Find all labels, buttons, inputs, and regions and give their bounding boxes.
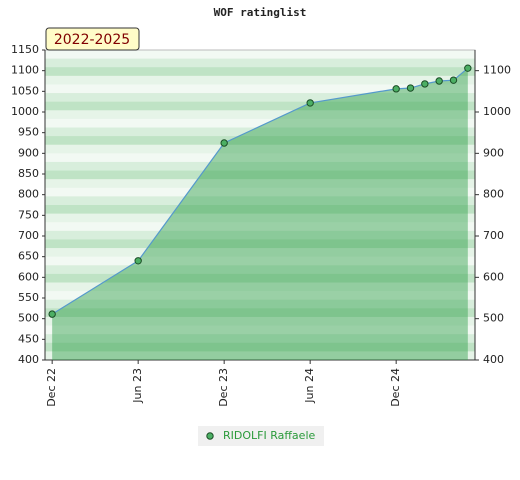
background-band bbox=[45, 118, 475, 128]
background-band bbox=[45, 179, 475, 189]
badge: 2022-2025 bbox=[54, 32, 130, 48]
y-tick-label: 650 bbox=[18, 250, 39, 263]
y-tick-label: 500 bbox=[18, 312, 39, 325]
chart-title: WOF ratinglist bbox=[214, 6, 307, 19]
background-band bbox=[45, 299, 475, 309]
point bbox=[392, 85, 400, 93]
x-tick-label: Jun 24 bbox=[303, 368, 316, 404]
background-band bbox=[45, 136, 475, 146]
y-tick-label: 900 bbox=[18, 146, 39, 159]
background-band bbox=[45, 153, 475, 163]
background-band bbox=[45, 50, 475, 60]
y-tick-label: 850 bbox=[18, 167, 39, 180]
y-tick-label: 1100 bbox=[11, 64, 39, 77]
background-band bbox=[45, 351, 475, 361]
y-tick-label: 550 bbox=[18, 291, 39, 304]
badge-box bbox=[45, 27, 140, 51]
y-tick-label: 450 bbox=[18, 332, 39, 345]
x-tick-label: Jun 23 bbox=[131, 368, 144, 404]
y-tick-label: 750 bbox=[18, 208, 39, 221]
background-band bbox=[45, 282, 475, 292]
x-tick-label: Dec 23 bbox=[217, 368, 230, 407]
background-band bbox=[45, 334, 475, 344]
y-tick-label: 1050 bbox=[11, 84, 39, 97]
y2-tick-label: 900 bbox=[483, 146, 504, 159]
y2-tick-label: 500 bbox=[483, 312, 504, 325]
background-band bbox=[45, 205, 475, 215]
background-band bbox=[45, 265, 475, 275]
background-band bbox=[45, 93, 475, 103]
point bbox=[464, 64, 472, 72]
y-tick-label: 1150 bbox=[11, 43, 39, 56]
y-tick-label: 600 bbox=[18, 270, 39, 283]
line bbox=[51, 67, 469, 315]
background-band bbox=[45, 325, 475, 335]
background-band bbox=[45, 196, 475, 206]
area bbox=[52, 68, 468, 360]
background-band bbox=[45, 256, 475, 266]
background-band bbox=[45, 58, 475, 68]
point bbox=[449, 76, 458, 84]
point bbox=[220, 139, 228, 147]
background-band bbox=[45, 239, 475, 249]
background-band bbox=[45, 273, 475, 283]
background-band bbox=[45, 170, 475, 180]
y-tick-label: 950 bbox=[18, 126, 39, 139]
background-band bbox=[45, 308, 475, 318]
background-band bbox=[45, 342, 475, 352]
background-band bbox=[45, 187, 475, 197]
background-band bbox=[45, 291, 475, 301]
y2-tick-label: 1100 bbox=[483, 64, 511, 77]
y-tick-label: 1000 bbox=[11, 105, 39, 118]
legend-label: RIDOLFI Raffaele bbox=[223, 429, 315, 442]
y2-tick-label: 700 bbox=[483, 229, 504, 242]
y2-tick-label: 800 bbox=[483, 188, 504, 201]
background-band bbox=[45, 144, 475, 154]
x-tick-label: Dec 22 bbox=[45, 368, 58, 407]
legend-box bbox=[198, 426, 324, 446]
point bbox=[406, 84, 415, 92]
background-band bbox=[45, 101, 475, 111]
background-band bbox=[45, 75, 475, 85]
point bbox=[134, 257, 142, 265]
background-band bbox=[45, 110, 475, 120]
y-tick-label: 800 bbox=[18, 188, 39, 201]
y2-tick-label: 400 bbox=[483, 353, 504, 366]
background-band bbox=[45, 84, 475, 94]
background-band bbox=[45, 222, 475, 232]
background-band bbox=[45, 67, 475, 77]
background-band bbox=[45, 161, 475, 172]
y-tick-label: 700 bbox=[18, 229, 39, 242]
background-band bbox=[45, 213, 475, 223]
point bbox=[306, 99, 314, 107]
point bbox=[48, 310, 56, 318]
y2-tick-label: 600 bbox=[483, 270, 504, 283]
legend-marker bbox=[206, 432, 214, 440]
y2-tick-label: 1000 bbox=[483, 105, 511, 118]
point bbox=[421, 80, 429, 88]
y-tick-label: 400 bbox=[18, 353, 39, 366]
background-band bbox=[45, 248, 475, 258]
point bbox=[435, 77, 443, 85]
background-band bbox=[45, 127, 475, 137]
x-tick-label: Dec 24 bbox=[389, 368, 402, 407]
background-band bbox=[45, 230, 475, 240]
background-band bbox=[45, 316, 475, 327]
